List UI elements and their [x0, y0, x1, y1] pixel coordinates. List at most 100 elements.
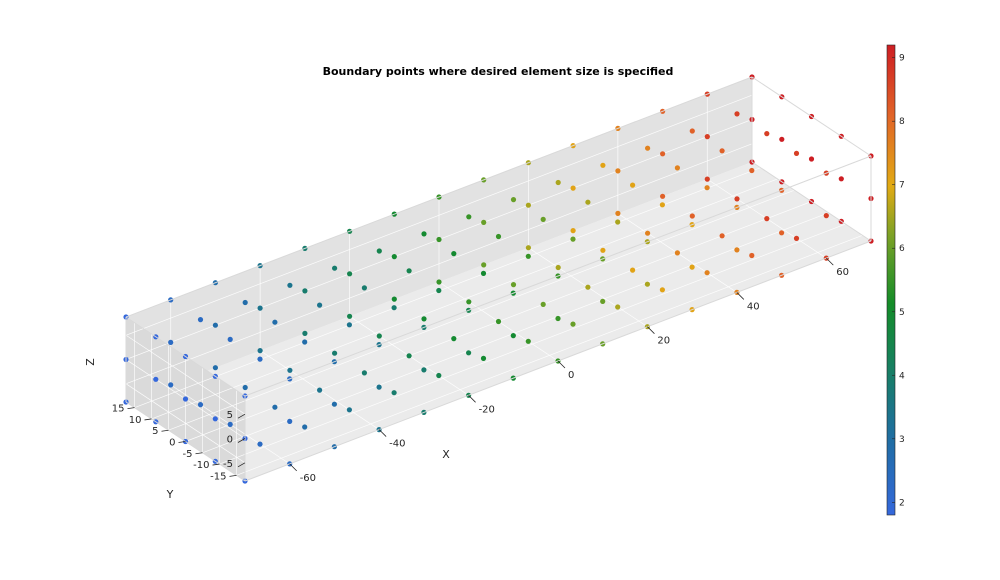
data-point: [719, 233, 725, 239]
grid-line: [134, 167, 761, 408]
data-point: [287, 282, 293, 288]
x-tick-label: 0: [568, 370, 574, 381]
data-point: [555, 179, 561, 186]
data-point: [212, 322, 218, 328]
axes-back-panels: [126, 77, 871, 481]
data-point: [644, 281, 651, 287]
data-point: [436, 279, 442, 285]
colorbar-tick-label: 9: [899, 54, 905, 64]
data-point: [302, 330, 308, 336]
y-tick-label: 15: [112, 404, 125, 415]
x-tick-label: 20: [657, 336, 670, 347]
data-point: [689, 213, 695, 219]
data-point: [764, 216, 770, 222]
data-point: [600, 162, 606, 168]
data-point: [168, 339, 174, 345]
data-point: [331, 401, 337, 407]
grid-line: [168, 189, 795, 431]
data-point: [347, 271, 353, 277]
box-edge: [125, 76, 753, 318]
data-point: [197, 402, 204, 408]
data-point: [525, 338, 531, 344]
y-tick-mark: [161, 429, 169, 432]
data-point: [674, 250, 681, 256]
data-point: [585, 199, 591, 205]
data-point: [585, 284, 591, 290]
y-tick-label: -10: [193, 460, 209, 471]
data-point: [555, 315, 561, 322]
data-point: [197, 317, 204, 323]
colorbar-tick-label: 7: [899, 181, 905, 191]
data-point: [525, 202, 532, 208]
data-point: [421, 316, 427, 322]
y-tick-label: 5: [152, 426, 158, 437]
data-point: [749, 167, 755, 174]
grid-line: [125, 94, 753, 336]
data-point: [436, 236, 442, 243]
data-point: [570, 185, 576, 191]
data-point: [630, 182, 636, 188]
data-point: [332, 350, 338, 356]
y-tick-mark: [212, 463, 220, 466]
data-point: [376, 333, 382, 339]
x-tick-mark: [468, 395, 476, 403]
data-point: [615, 304, 621, 310]
y-tick-label: 0: [169, 438, 175, 449]
data-point: [376, 384, 382, 390]
data-point: [436, 372, 442, 379]
data-point: [346, 322, 352, 328]
data-point: [704, 176, 710, 182]
data-point: [659, 287, 666, 293]
data-point: [257, 305, 263, 311]
y-axis-label: Y: [166, 488, 174, 501]
data-point: [391, 296, 397, 302]
data-point: [615, 219, 621, 225]
data-point: [749, 252, 755, 259]
x-tick-mark: [647, 326, 655, 334]
z-tick-label: 0: [227, 435, 233, 446]
y-tick-mark: [127, 407, 135, 410]
y-tick-mark: [229, 474, 237, 477]
data-point: [570, 228, 576, 234]
data-point: [689, 264, 695, 270]
data-point: [525, 245, 532, 251]
data-point: [391, 390, 397, 396]
box-edge: [125, 316, 246, 397]
colorbar-tick-label: 4: [899, 371, 905, 381]
data-point: [510, 197, 517, 203]
data-point: [347, 313, 353, 319]
data-point: [287, 367, 293, 373]
grid-line: [125, 334, 246, 415]
data-point: [376, 248, 382, 254]
data-point: [391, 305, 397, 311]
data-point: [287, 418, 293, 424]
data-point: [615, 210, 621, 216]
data-point: [332, 265, 338, 271]
grid-line: [219, 223, 846, 465]
box-edge: [751, 76, 872, 157]
data-point: [406, 353, 412, 359]
colorbar-tick-label: 3: [899, 435, 905, 445]
box-edge: [244, 155, 872, 397]
x-tick-label: 40: [747, 301, 760, 312]
data-point: [689, 128, 695, 134]
data-point: [212, 416, 218, 422]
data-point: [525, 253, 531, 259]
data-point: [600, 247, 606, 253]
box-edge: [751, 161, 872, 242]
data-point: [257, 441, 263, 447]
data-point: [630, 267, 636, 273]
colorbar-tick-label: 6: [899, 244, 905, 254]
data-point: [227, 336, 233, 342]
y-tick-mark: [144, 418, 152, 421]
data-point: [466, 350, 472, 356]
data-point: [406, 268, 412, 274]
data-point: [600, 298, 606, 304]
z-tick-mark: [237, 413, 246, 419]
data-point: [793, 150, 800, 156]
data-point: [242, 299, 248, 306]
grid-line: [125, 143, 753, 385]
colorbar-bar: [886, 44, 896, 516]
x-tick-mark: [289, 463, 297, 472]
